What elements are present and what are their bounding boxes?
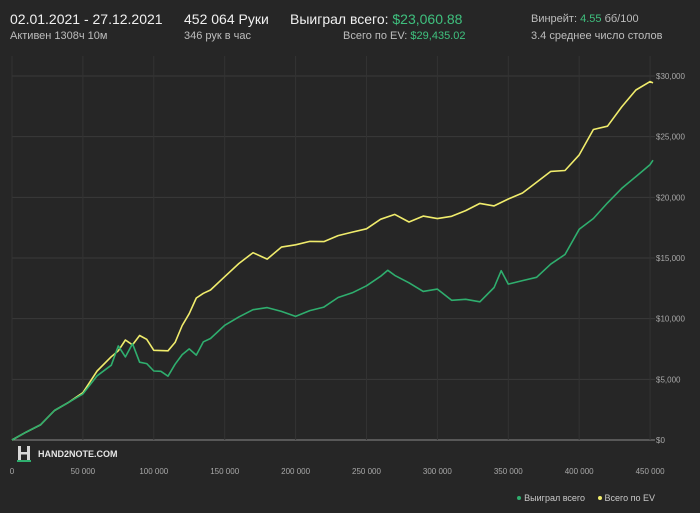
stats-header: 02.01.2021 - 27.12.2021 Активен 1308ч 10… [0,0,700,50]
x-tick-label: 50 000 [71,467,96,476]
y-tick-label: $10,000 [656,315,685,324]
series-line-won [11,159,654,441]
y-tick-label: $20,000 [656,193,685,202]
y-tick-label: $25,000 [656,133,685,142]
x-tick-label: 0 [10,467,15,476]
x-tick-label: 450 000 [636,467,665,476]
series-line-ev [11,80,654,441]
hand2note-logo: HAND2NOTE.COM [17,446,118,462]
y-tick-label: $0 [656,436,665,445]
ev-total-label: Всего по EV: [343,30,408,42]
legend-dot-ev [597,496,602,501]
legend-label-won: Выиграл всего [524,493,585,503]
x-tick-label: 300 000 [423,467,452,476]
won-total-label: Выиграл всего: [290,11,389,27]
winrate: Винрейт: 4.55 бб/100 [531,13,639,25]
x-tick-label: 200 000 [281,467,310,476]
tables-avg: 3.4 среднее число столов [531,30,663,42]
legend-label-ev: Всего по EV [604,493,655,503]
y-axis-ticks: $0 $5,000 $10,000 $15,000 $20,000 $25,000 $30,… [656,72,685,445]
legend-dot-won [517,496,522,501]
winrate-label: Винрейт: [531,13,578,25]
date-range: 02.01.2021 - 27.12.2021 [10,11,163,27]
x-tick-label: 250 000 [352,467,381,476]
winrate-unit: бб/100 [604,13,639,25]
hands-count: 452 064 Руки [184,11,269,27]
y-tick-label: $30,000 [656,72,685,81]
ev-total: Всего по EV: $29,435.02 [343,30,465,42]
hands-per-hour: 346 рук в час [184,30,252,42]
logo-text: HAND2NOTE.COM [38,449,118,459]
x-tick-label: 100 000 [139,467,168,476]
chart-legend: Выиграл всего Всего по EV [507,493,655,503]
x-tick-label: 400 000 [565,467,594,476]
active-time: Активен 1308ч 10м [10,30,108,42]
won-total: Выиграл всего: $23,060.88 [290,11,462,27]
x-axis-ticks: 0 50 000 100 000 150 000 200 000 250 000 300 0… [10,467,665,476]
y-tick-label: $15,000 [656,254,685,263]
logo-icon [17,446,31,462]
x-tick-label: 350 000 [494,467,523,476]
grid-lines [11,56,655,441]
series-lines [11,80,654,441]
profit-chart: $0 $5,000 $10,000 $15,000 $20,000 $25,000 $30,… [10,56,685,476]
won-total-value: $23,060.88 [392,11,463,27]
winrate-value: 4.55 [580,13,602,25]
ev-total-value: $29,435.02 [410,30,466,42]
x-tick-label: 150 000 [210,467,239,476]
y-tick-label: $5,000 [656,375,681,384]
